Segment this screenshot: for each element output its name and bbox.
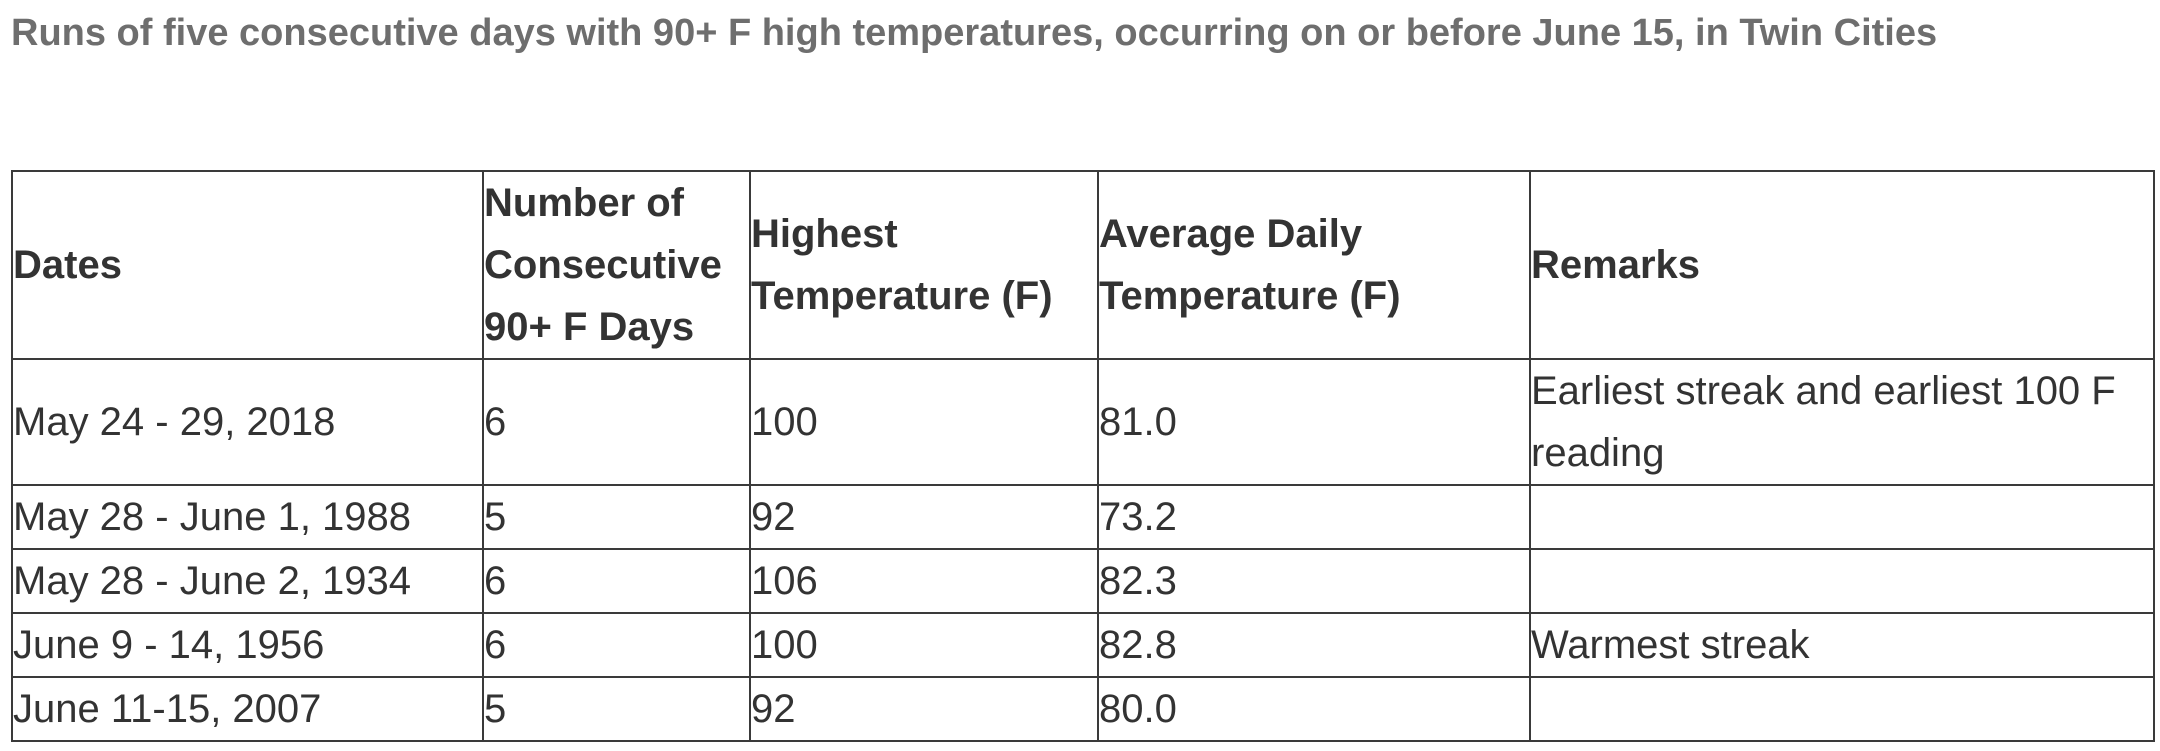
table-cell: 106 (749, 548, 1099, 614)
header-cell: Highest Temperature (F) (749, 170, 1099, 360)
table-cell: 5 (482, 676, 751, 742)
table-cell (1529, 484, 2155, 550)
table-row: June 11-15, 2007 5 92 80.0 (11, 676, 2155, 742)
table-cell: 92 (749, 484, 1099, 550)
table-cell (1529, 676, 2155, 742)
table-row: May 24 - 29, 2018 6 100 81.0 Earliest streak… (11, 358, 2155, 486)
table-cell: 100 (749, 358, 1099, 486)
table-cell: 81.0 (1097, 358, 1531, 486)
table-cell: June 9 - 14, 1956 (11, 612, 484, 678)
table-cell: 6 (482, 358, 751, 486)
table-row: May 28 - June 2, 1934 6 106 82.3 (11, 548, 2155, 614)
table-cell: 6 (482, 612, 751, 678)
table-cell: 80.0 (1097, 676, 1531, 742)
table-cell: 6 (482, 548, 751, 614)
table-cell: Earliest streak and earliest 100 F readi… (1529, 358, 2155, 486)
table-cell: 82.8 (1097, 612, 1531, 678)
table-cell: May 24 - 29, 2018 (11, 358, 484, 486)
table-cell: 82.3 (1097, 548, 1531, 614)
table-cell: 92 (749, 676, 1099, 742)
data-table: Dates Number of Consecutive 90+ F Days Hig… (11, 170, 2155, 742)
table-row: May 28 - June 1, 1988 5 92 73.2 (11, 484, 2155, 550)
title: Runs of five consecutive days with 90+ F… (11, 12, 1938, 54)
header-cell: Remarks (1529, 170, 2155, 360)
header-cell: Average Daily Temperature (F) (1097, 170, 1531, 360)
table-cell: 100 (749, 612, 1099, 678)
header-row: Dates Number of Consecutive 90+ F Days Hig… (11, 170, 2155, 360)
table-cell: Warmest streak (1529, 612, 2155, 678)
header-cell: Dates (11, 170, 484, 360)
table-cell: May 28 - June 1, 1988 (11, 484, 484, 550)
table-cell (1529, 548, 2155, 614)
table-row: June 9 - 14, 1956 6 100 82.8 Warmest streak (11, 612, 2155, 678)
table-cell: June 11-15, 2007 (11, 676, 484, 742)
table-cell: May 28 - June 2, 1934 (11, 548, 484, 614)
table-cell: 73.2 (1097, 484, 1531, 550)
table-cell: 5 (482, 484, 751, 550)
header-cell: Number of Consecutive 90+ F Days (482, 170, 751, 360)
